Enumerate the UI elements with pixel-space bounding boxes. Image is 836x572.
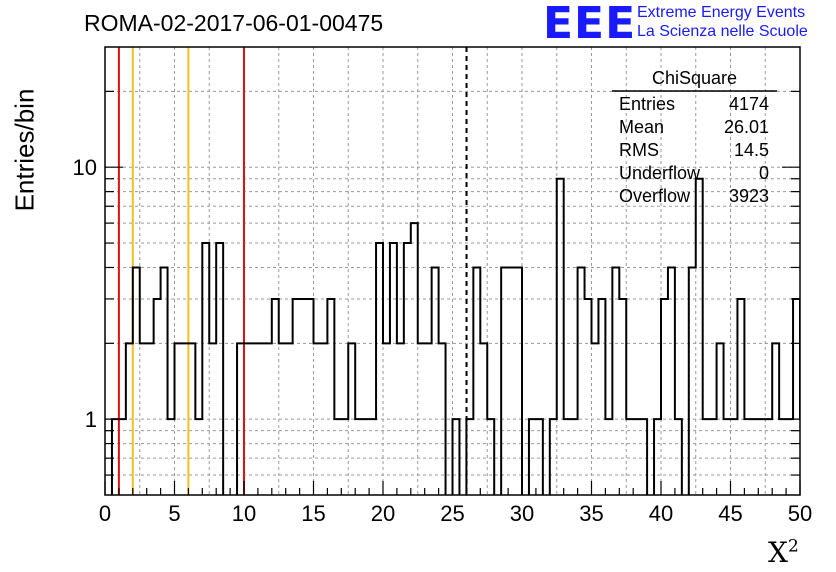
x-tick-label: 30 bbox=[510, 501, 534, 526]
x-tick-label: 45 bbox=[718, 501, 742, 526]
stats-row-label: Overflow bbox=[619, 186, 691, 206]
chart-title: ROMA-02-2017-06-01-00475 bbox=[84, 10, 384, 36]
y-tick-labels: 1 10 bbox=[73, 155, 97, 432]
x-tick-labels: 0 5 10 15 20 25 30 35 40 45 50 bbox=[99, 501, 812, 526]
stats-row-label: RMS bbox=[619, 140, 659, 160]
x-tick-label: 20 bbox=[371, 501, 395, 526]
x-tick-label: 35 bbox=[579, 501, 603, 526]
stats-row-label: Mean bbox=[619, 117, 664, 137]
histogram-line bbox=[110, 177, 800, 495]
stats-row-label: Underflow bbox=[619, 163, 701, 183]
x-axis-label: X2 bbox=[768, 536, 799, 569]
x-tick-label: 0 bbox=[99, 501, 111, 526]
x-tick-label: 5 bbox=[168, 501, 180, 526]
axes bbox=[104, 46, 801, 496]
stats-row-label: Entries bbox=[619, 94, 675, 114]
x-tick-label: 10 bbox=[232, 501, 256, 526]
stats-row-value: 0 bbox=[759, 163, 769, 183]
stats-title: ChiSquare bbox=[652, 68, 737, 88]
y-tick-label: 10 bbox=[73, 155, 97, 180]
stats-row-value: 3923 bbox=[729, 186, 769, 206]
stats-row-value: 26.01 bbox=[724, 117, 769, 137]
threshold-lines bbox=[117, 47, 468, 495]
stats-row-value: 4174 bbox=[729, 94, 769, 114]
y-tick-label: 1 bbox=[85, 407, 97, 432]
logo-line-2: La Scienza nelle Scuole bbox=[637, 23, 808, 40]
stats-box: ChiSquare Entries 4174 Mean 26.01 RMS 14.5 Unde… bbox=[612, 68, 777, 206]
x-tick-label: 25 bbox=[440, 501, 464, 526]
x-tick-label: 40 bbox=[649, 501, 673, 526]
logo-line-1: Extreme Energy Events bbox=[637, 4, 806, 21]
eee-logo: EEE bbox=[543, 0, 637, 49]
stats-row-value: 14.5 bbox=[734, 140, 769, 160]
x-tick-label: 50 bbox=[788, 501, 812, 526]
x-tick-label: 15 bbox=[301, 501, 325, 526]
